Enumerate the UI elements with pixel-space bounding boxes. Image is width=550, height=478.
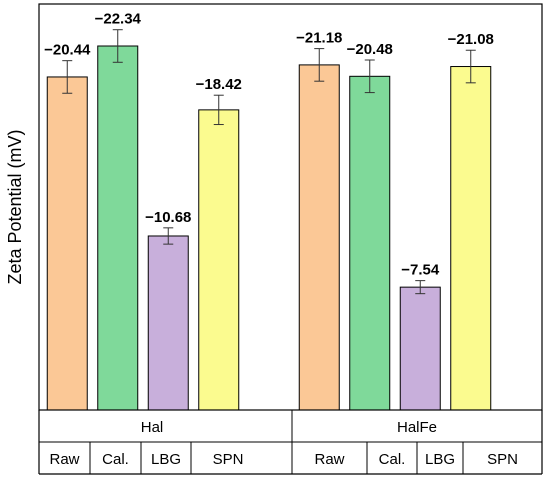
category-label-hal-cal: Cal. (102, 451, 129, 468)
category-label-hal-raw: Raw (49, 451, 79, 468)
y-axis-label: Zeta Potential (mV) (5, 129, 25, 284)
data-label-halfe-spn: −21.08 (448, 31, 494, 48)
data-label-halfe-raw: −21.18 (296, 30, 342, 47)
category-table: Hal Raw Cal. LBG SPN HalFe Raw Cal. LBG SPN (38, 410, 543, 475)
bar-halfe-lbg (399, 286, 441, 411)
category-label-halfe-spn: SPN (487, 451, 518, 468)
category-label-hal-lbg: LBG (151, 451, 181, 468)
bar-hal-raw (46, 76, 88, 411)
bars-layer: −20.44−22.34 −10.68 −18.42 −21.18 −20.48 −7.5… (44, 11, 494, 411)
bar-halfe-raw (298, 64, 340, 411)
data-label-halfe-lbg: −7.54 (401, 262, 440, 279)
data-label-hal-cal: −22.34 (95, 11, 142, 28)
data-label-hal-lbg: −10.68 (145, 209, 191, 226)
bar-hal-cal (97, 45, 139, 411)
bar-hal-spn (198, 109, 240, 411)
data-label-hal-spn: −18.42 (196, 76, 242, 93)
category-label-halfe-raw: Raw (314, 451, 344, 468)
category-label-hal-spn: SPN (213, 451, 244, 468)
data-label-hal-raw: −20.44 (44, 42, 91, 59)
category-label-halfe-lbg: LBG (425, 451, 455, 468)
group-label-hal: Hal (141, 419, 164, 436)
data-label-halfe-cal: −20.48 (347, 41, 393, 58)
bar-hal-lbg (147, 235, 189, 411)
plot-frame (38, 3, 543, 411)
bar-halfe-cal (349, 75, 391, 411)
bar-halfe-spn (450, 66, 492, 411)
category-label-halfe-cal: Cal. (379, 451, 406, 468)
group-label-halfe: HalFe (397, 419, 437, 436)
